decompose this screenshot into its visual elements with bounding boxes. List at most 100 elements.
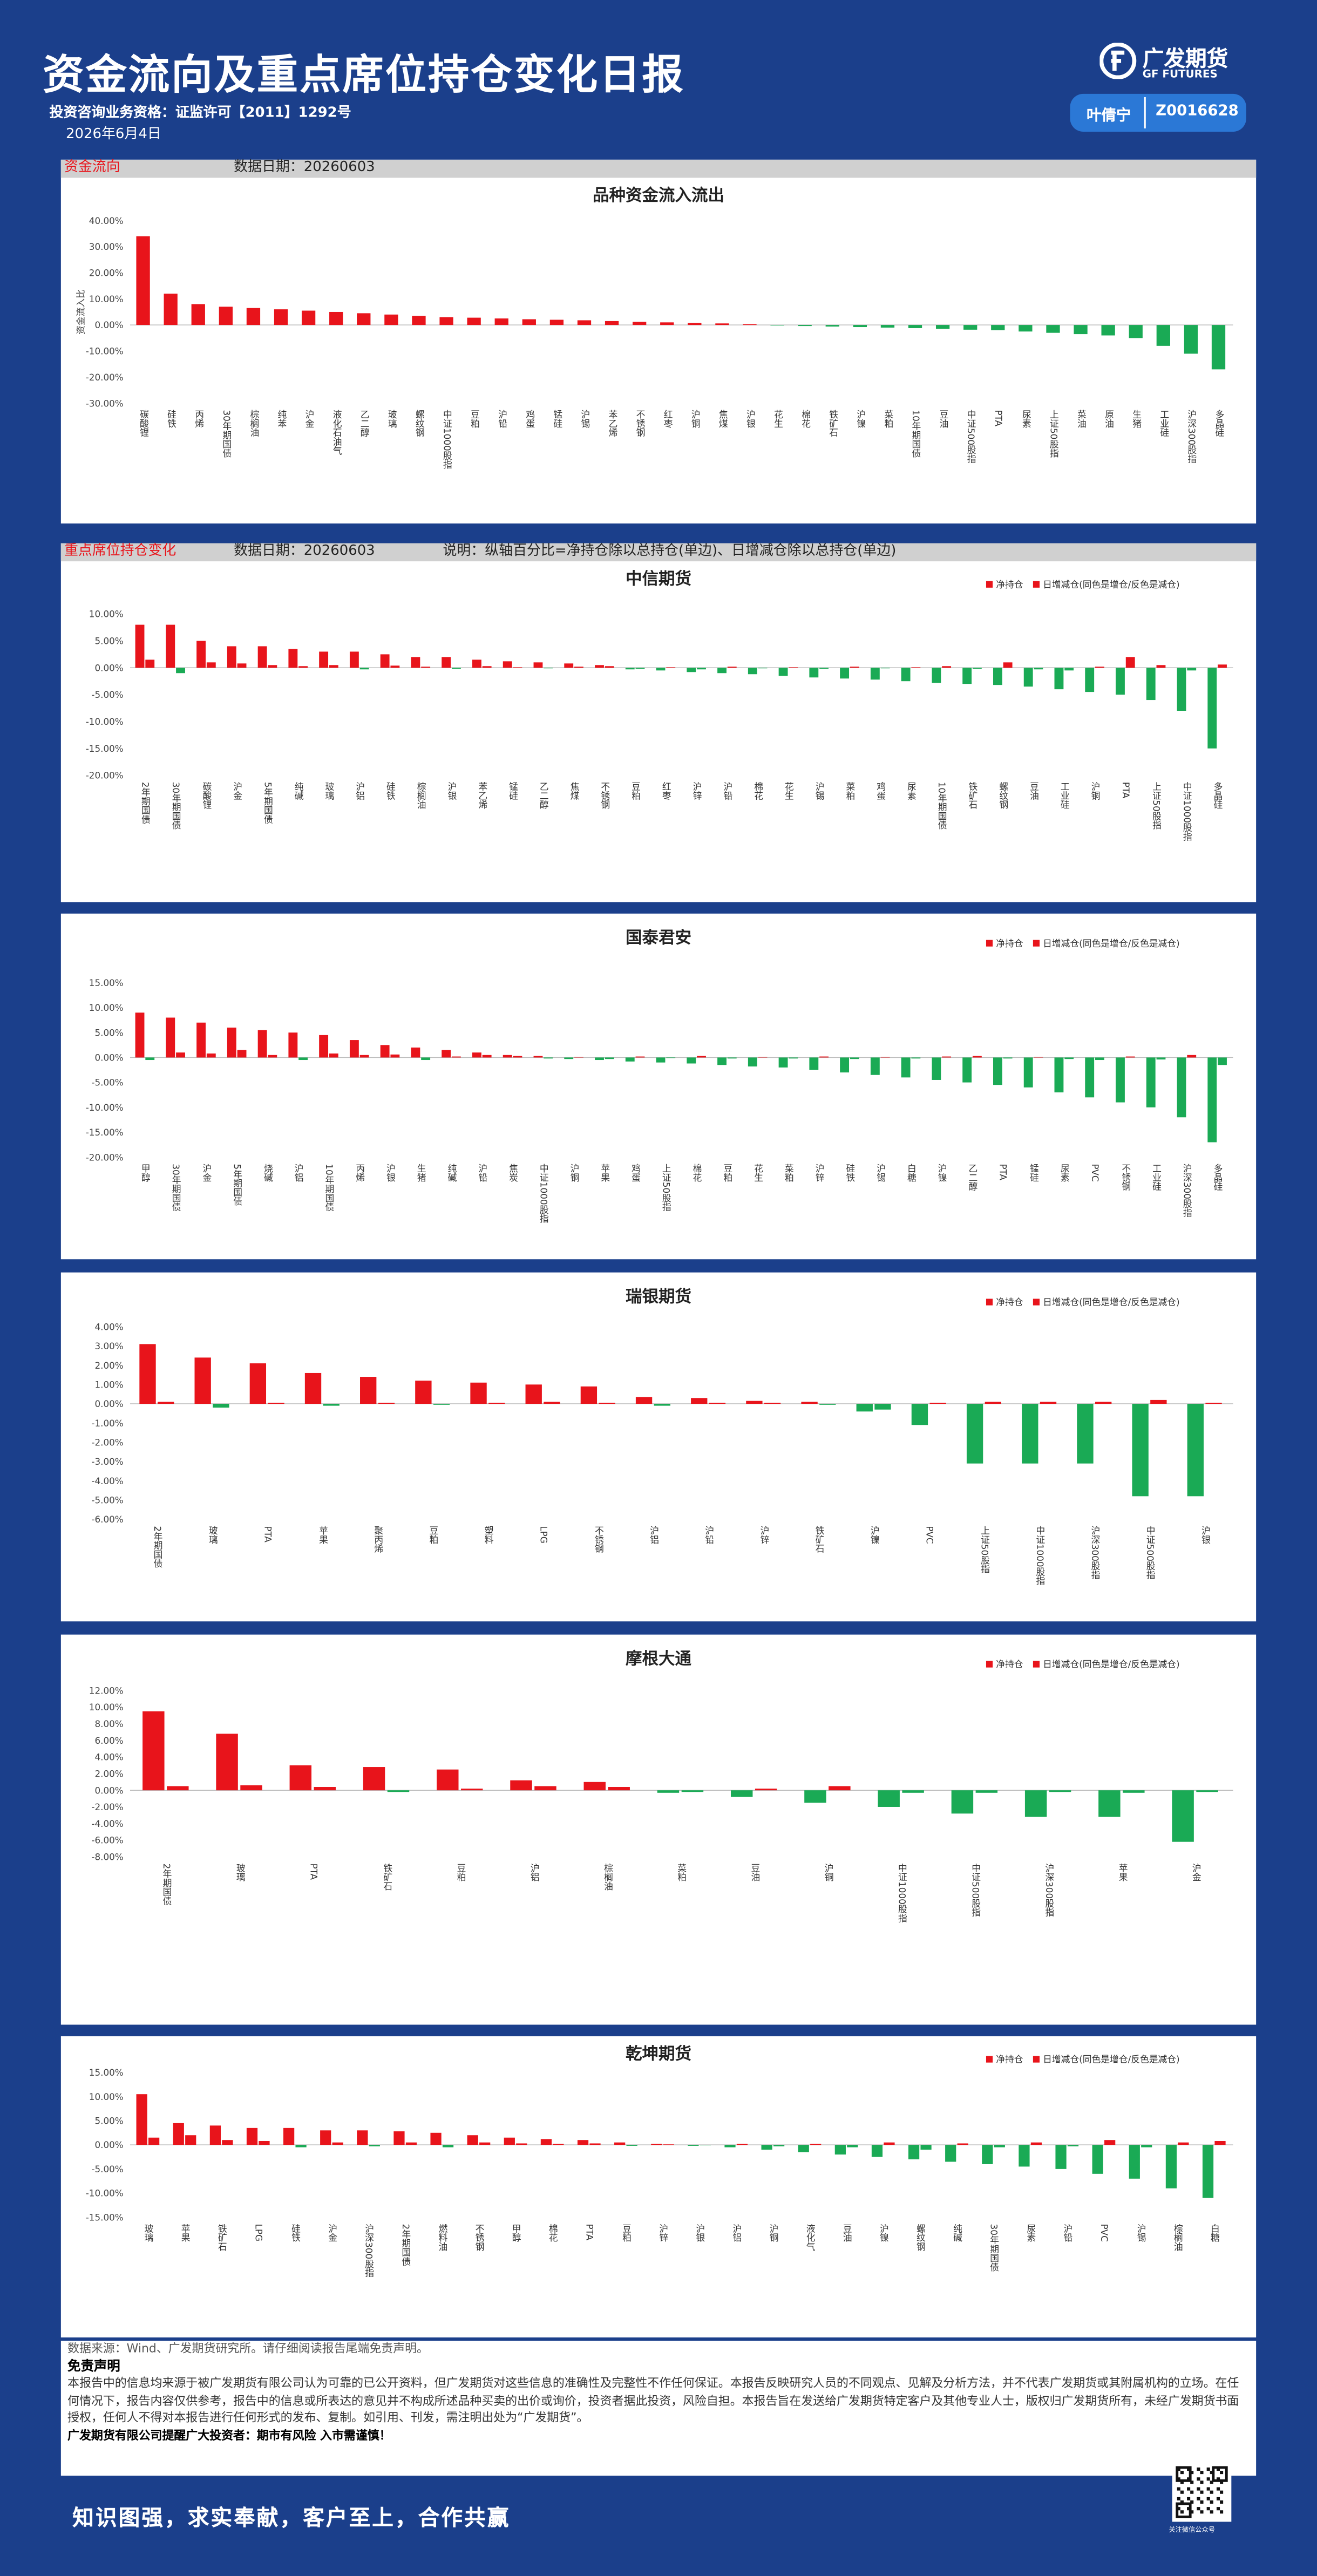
x-tick-label: 花生 [783, 782, 794, 800]
bar [196, 641, 206, 668]
bar [451, 1056, 461, 1058]
x-tick-label: 锰硅 [1028, 1164, 1039, 1182]
logo-name: 广发期货 [1142, 47, 1228, 73]
bar [1202, 2145, 1214, 2198]
analyst-badge: 叶倩宁 Z0016628 [1070, 93, 1246, 132]
x-tick-label: 沪金 [232, 782, 243, 800]
report-title: 资金流向及重点席位持仓变化日报 [43, 51, 685, 99]
x-tick-label: 焦炭 [507, 1164, 518, 1182]
x-tick-label: 沪铝 [529, 1863, 540, 1881]
chart: 瑞银期货 4.00% 3.00% 2.00% 1.00% 0.00% -1.00% -2.00… [91, 1287, 1233, 1586]
bar [697, 668, 706, 670]
bar [494, 318, 508, 325]
qr-cell [1200, 2500, 1204, 2504]
bar [472, 660, 481, 668]
legend-label: 净持仓 [996, 2054, 1023, 2065]
legend-swatch [986, 940, 993, 947]
y-tick-label: -5.00% [91, 2164, 123, 2174]
x-tick-label: 锰硅 [507, 782, 518, 800]
bar [688, 2145, 699, 2146]
x-tick-label: PTA [998, 1164, 1009, 1180]
x-tick-label: 沪金 [1191, 1863, 1201, 1881]
bar [1049, 1790, 1071, 1792]
bar [1085, 1057, 1095, 1098]
bar [249, 1363, 267, 1404]
bar [991, 325, 1005, 330]
x-tick-label: 鸡蛋 [875, 782, 886, 801]
x-tick-label: 沪锌 [691, 782, 702, 800]
qr-cell [1177, 2497, 1180, 2500]
x-tick-label: 纯碱 [293, 782, 304, 801]
bar [687, 1057, 696, 1064]
bar [651, 2144, 662, 2145]
bar [654, 1404, 670, 1406]
qr-cell [1210, 2490, 1213, 2494]
bar [809, 1057, 819, 1070]
y-tick-label: -15.00% [86, 2212, 124, 2222]
x-tick-label: 乙二醇 [538, 782, 549, 809]
x-tick-label: 红枣 [662, 410, 673, 428]
bar [901, 668, 911, 682]
x-tick-label: 聚丙烯 [373, 1526, 384, 1553]
y-tick-label: 15.00% [89, 2067, 124, 2078]
bar [319, 651, 329, 668]
bar [329, 1053, 338, 1058]
x-tick-label: 工业硅 [1059, 782, 1070, 809]
section-date: 数据日期：20260603 [234, 543, 375, 560]
bar [421, 1057, 431, 1061]
x-tick-label: 烧碱 [262, 1164, 273, 1182]
bar [145, 1057, 155, 1061]
x-tick-label: 上证50股指 [1048, 410, 1059, 458]
x-tick-label: 不锈钢 [593, 1526, 604, 1553]
bar [715, 323, 729, 325]
x-tick-label: 液化气 [805, 2224, 816, 2251]
bar [135, 1012, 145, 1058]
x-tick-label: 锰硅 [552, 410, 563, 428]
bar [167, 1786, 189, 1791]
bar [142, 1711, 165, 1791]
bar [840, 1057, 850, 1073]
bar [736, 2144, 748, 2145]
qr-cell [1210, 2500, 1213, 2504]
x-tick-label: 花生 [753, 1164, 764, 1182]
legend-label: 日增减仓(同色是增仓/反色是减仓) [1043, 938, 1179, 949]
x-tick-label: 工业硅 [1151, 1164, 1162, 1191]
y-tick-label: -5.00% [91, 1077, 123, 1088]
x-tick-label: 沪银 [1200, 1526, 1211, 1544]
qr-cell [1210, 2471, 1213, 2475]
y-tick-label: -5.00% [91, 689, 123, 700]
bar [789, 1057, 798, 1059]
x-tick-label: 5年期国债 [262, 782, 273, 824]
x-tick-label: 沪铜 [569, 1164, 580, 1182]
qr-cell [1197, 2477, 1200, 2481]
panel: 资金流向 数据日期：20260603 品种资金流入流出 40.00% 30.00% 20… [60, 159, 1257, 524]
x-tick-label: 生猪 [1131, 410, 1142, 428]
x-tick-label: 硅铁 [166, 410, 177, 428]
x-tick-label: 碳酸锂 [138, 410, 149, 437]
y-tick-label: 30.00% [89, 241, 124, 252]
bar [764, 1403, 781, 1404]
x-tick-label: LPG [538, 1526, 549, 1543]
x-tick-label: 燃料油 [437, 2224, 448, 2251]
x-tick-label: 沪银 [745, 410, 756, 428]
bar [1040, 1402, 1057, 1404]
bar [1092, 2145, 1103, 2174]
x-tick-label: 沪锡 [580, 410, 590, 429]
x-tick-label: 沪锡 [814, 782, 825, 801]
bar [359, 668, 369, 670]
x-tick-label: 豆粕 [722, 1164, 733, 1182]
qr-cell [1210, 2510, 1213, 2514]
bar [1054, 668, 1064, 690]
x-tick-label: 沪铜 [823, 1863, 834, 1882]
bar [1207, 668, 1217, 749]
bar [951, 1790, 974, 1814]
bar [148, 2137, 160, 2145]
bar [966, 1404, 983, 1464]
risk-reminder: 广发期货有限公司提醒广大投资者：期市有风险 入市需谨慎！ [67, 2427, 391, 2442]
x-tick-label: 工业硅 [1159, 410, 1170, 437]
y-tick-label: 2.00% [94, 1768, 123, 1779]
bar [614, 2142, 626, 2145]
x-tick-label: 沪镍 [878, 2224, 889, 2242]
bar [902, 1790, 924, 1793]
x-tick-label: 沪锌 [759, 1526, 770, 1544]
